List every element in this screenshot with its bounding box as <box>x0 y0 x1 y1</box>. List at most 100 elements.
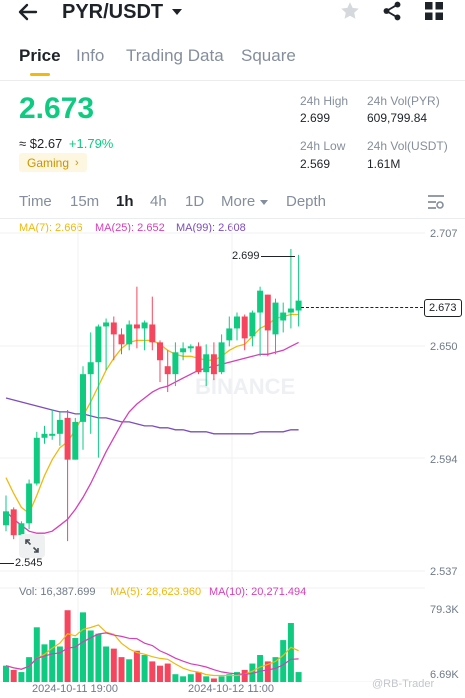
depth-tab[interactable]: Depth <box>286 193 327 210</box>
timeframe-4h[interactable]: 4h <box>150 193 167 210</box>
volume-bar <box>41 644 48 682</box>
candle <box>187 344 194 353</box>
tab-square[interactable]: Square <box>241 46 296 65</box>
candle-body <box>149 324 156 343</box>
fiat-price: ≈ $2.67 <box>19 136 63 151</box>
candle-body <box>56 419 63 434</box>
candle-body <box>126 324 133 345</box>
settings-sliders-icon <box>428 195 444 209</box>
candle-body <box>226 328 233 341</box>
last-price: 2.673 <box>19 92 95 125</box>
candle-body <box>26 483 33 524</box>
ma7-legend: MA(7): 2.666 <box>19 222 83 234</box>
candle <box>118 328 125 355</box>
ma99-legend: MA(99): 2.608 <box>176 222 246 234</box>
candle-body <box>87 362 94 375</box>
low-marker-line <box>0 563 14 564</box>
stat-low-value: 2.569 <box>300 157 331 171</box>
candle <box>203 344 210 387</box>
volume-bar <box>141 655 148 682</box>
timeframe-1h[interactable]: 1h <box>116 193 134 210</box>
volume-ma10-legend: MA(10): 20,271.494 <box>209 586 307 598</box>
current-price-line <box>301 307 423 308</box>
volume-bar <box>226 674 233 682</box>
volume-ma10-line <box>5 632 299 676</box>
candle <box>33 431 40 486</box>
chart-settings-button[interactable] <box>427 194 445 215</box>
volume-bar <box>33 627 40 682</box>
back-arrow-icon <box>18 3 38 21</box>
candle-body <box>257 290 264 313</box>
timeframe-time[interactable]: Time <box>19 193 52 210</box>
x-tick-1: 2024-10-11 19:00 <box>32 683 119 695</box>
stat-high-value: 2.699 <box>300 111 331 125</box>
stat-vol-base-value: 609,799.84 <box>367 111 428 125</box>
ma25-legend: MA(25): 2.652 <box>95 222 165 234</box>
timeframe-1d[interactable]: 1D <box>185 193 205 210</box>
volume-bar <box>157 665 163 682</box>
candle <box>295 254 302 327</box>
tab-info[interactable]: Info <box>76 46 105 65</box>
grid-icon <box>425 2 443 20</box>
favorite-button[interactable] <box>339 0 361 27</box>
volume-bar <box>272 657 279 682</box>
candle <box>80 366 86 450</box>
tab-active-indicator <box>30 73 50 76</box>
candle-body <box>287 308 294 313</box>
candle <box>56 411 63 446</box>
volume-bar <box>234 672 240 682</box>
candle <box>87 332 94 434</box>
volume-bar <box>249 663 256 682</box>
volume-bar <box>110 648 117 682</box>
timeframe-15m[interactable]: 15m <box>70 193 100 210</box>
volume-bar <box>203 676 210 682</box>
candle <box>172 342 179 387</box>
pair-title: PYR/USDT <box>62 0 164 23</box>
candle <box>49 409 56 440</box>
stat-vol-quote-value: 1.61M <box>367 157 401 171</box>
volume-bar <box>241 669 248 682</box>
y-tick-2537: 2.537 <box>430 566 458 578</box>
tab-price[interactable]: Price <box>19 46 61 65</box>
volume-bar <box>187 674 194 682</box>
candle <box>103 318 110 371</box>
timeframe-divider <box>0 218 465 219</box>
candle <box>218 334 225 375</box>
category-tag[interactable]: Gaming › <box>19 153 87 172</box>
candle-body <box>3 511 9 526</box>
candle <box>195 342 202 375</box>
expand-chart-button[interactable] <box>19 534 45 558</box>
volume-bar <box>64 610 71 682</box>
stat-high-label: 24h High <box>300 94 349 108</box>
candle-body <box>49 433 56 436</box>
candle-body <box>241 316 248 339</box>
more-menu-button[interactable] <box>424 1 444 26</box>
timeframe-more[interactable]: More <box>221 193 269 210</box>
candle-body <box>195 346 202 373</box>
caret-down-icon <box>260 199 269 205</box>
candle <box>249 310 256 347</box>
y-tick-2594: 2.594 <box>430 454 458 466</box>
candle <box>95 324 102 458</box>
back-button[interactable] <box>16 0 46 24</box>
candle-body <box>218 342 225 373</box>
candle-body <box>187 346 194 349</box>
candle <box>26 479 33 530</box>
candle-body <box>180 348 187 353</box>
candle <box>149 296 156 351</box>
share-button[interactable] <box>381 0 403 27</box>
tab-trading-data[interactable]: Trading Data <box>126 46 224 65</box>
candle-body <box>249 312 256 337</box>
candle <box>280 302 287 333</box>
volume-legend: Vol: 16,387.699 <box>19 586 96 598</box>
candle <box>126 320 133 351</box>
x-tick-2: 2024-10-12 11:00 <box>188 683 275 695</box>
candle-body <box>41 433 48 438</box>
volume-y-tick-max: 79.3K <box>430 604 459 616</box>
pair-selector[interactable]: PYR/USDT <box>62 0 184 24</box>
candle <box>72 417 79 460</box>
candle-body <box>157 342 163 361</box>
volume-ma5-legend: MA(5): 28,623.960 <box>110 586 202 598</box>
price-chart[interactable]: BINANCE <box>0 222 465 682</box>
star-icon <box>341 2 359 19</box>
